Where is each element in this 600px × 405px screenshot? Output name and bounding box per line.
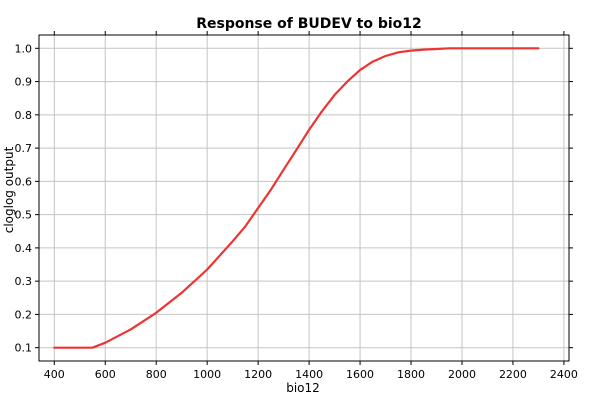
response-curve	[53, 47, 540, 349]
y-tick-label: 0.8	[15, 109, 33, 122]
grid-lines	[39, 35, 569, 361]
y-tick-label: 0.7	[15, 142, 33, 155]
axis-ticks: 400 600 800 1000 1200 1400 1600 1800 2000 2200 240…	[15, 31, 578, 381]
x-tick-label: 1000	[193, 368, 221, 381]
x-tick-label: 2000	[448, 368, 476, 381]
y-tick-label: 0.1	[15, 342, 33, 355]
y-tick-label: 0.5	[15, 209, 33, 222]
x-tick-label: 1800	[397, 368, 425, 381]
y-axis-title: cloglog output	[2, 146, 16, 233]
x-tick-label: 1400	[295, 368, 323, 381]
y-tick-label: 0.6	[15, 175, 33, 188]
y-tick-label: 0.9	[15, 76, 33, 89]
y-tick-label: 0.4	[15, 242, 33, 255]
x-tick-label: 1600	[346, 368, 374, 381]
x-tick-label: 800	[146, 368, 167, 381]
plot-area-frame	[38, 34, 570, 362]
x-tick-label: 2400	[550, 368, 578, 381]
series-layer	[53, 47, 540, 349]
x-tick-label: 600	[95, 368, 116, 381]
y-tick-label: 0.2	[15, 308, 33, 321]
y-tick-label: 1.0	[15, 42, 33, 55]
chart-title: Response of BUDEV to bio12	[196, 16, 422, 32]
y-tick-label: 0.3	[15, 275, 33, 288]
x-tick-label: 1200	[244, 368, 272, 381]
x-axis-title: bio12	[286, 381, 320, 395]
x-tick-label: 400	[44, 368, 65, 381]
x-tick-label: 2200	[499, 368, 527, 381]
